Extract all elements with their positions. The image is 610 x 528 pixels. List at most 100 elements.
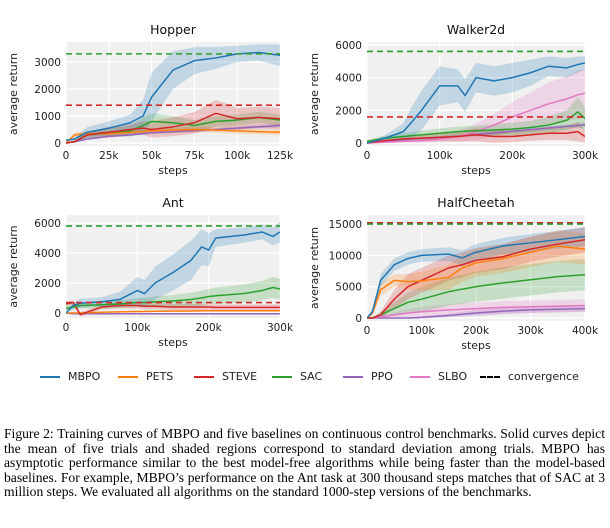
y-tick-label: 4000 <box>335 73 362 85</box>
x-tick-label: 200k <box>196 322 223 334</box>
legend-label: PETS <box>146 370 174 383</box>
legend-swatch <box>410 375 430 378</box>
legend: MBPO PETS STEVE SAC PPO SLBO convergence <box>0 370 610 388</box>
x-tick-label: 200k <box>463 325 490 337</box>
chart-title: Hopper <box>150 22 197 37</box>
x-axis-label: steps <box>461 339 491 352</box>
y-tick-label: 3000 <box>34 57 61 69</box>
legend-item-mbpo: MBPO <box>40 370 100 383</box>
legend-item-convergence: convergence <box>480 370 579 383</box>
line-ppo <box>66 124 280 144</box>
legend-swatch <box>480 375 500 378</box>
x-tick-label: 300k <box>572 150 599 162</box>
x-tick-label: 125k <box>267 150 294 162</box>
line-sac <box>66 286 280 310</box>
x-tick-label: 300k <box>267 322 294 334</box>
y-tick-label: 2000 <box>335 105 362 117</box>
band-mbpo <box>367 227 585 318</box>
x-tick-label: 75k <box>185 150 205 162</box>
legend-item-pets: PETS <box>118 370 173 383</box>
y-tick-label: 1000 <box>34 111 61 123</box>
line-ppo <box>66 312 280 315</box>
y-tick-label: 10000 <box>329 250 362 262</box>
line-pets <box>66 310 280 314</box>
y-tick-label: 6000 <box>34 218 61 230</box>
y-tick-label: 0 <box>54 308 61 320</box>
legend-label: PPO <box>371 370 393 383</box>
x-tick-label: 25k <box>99 150 119 162</box>
legend-swatch <box>118 375 138 378</box>
y-tick-label: 5000 <box>335 282 362 294</box>
legend-label: convergence <box>508 370 579 383</box>
line-steve <box>66 301 280 316</box>
x-tick-label: 0 <box>364 150 371 162</box>
band-sac <box>367 97 585 144</box>
legend-swatch <box>272 375 292 378</box>
x-tick-label: 300k <box>517 325 544 337</box>
line-pets <box>66 128 280 144</box>
line-steve <box>66 112 280 144</box>
x-tick-label: 0 <box>364 325 371 337</box>
y-tick-label: 2000 <box>34 278 61 290</box>
legend-label: SAC <box>300 370 323 383</box>
x-axis-label: steps <box>461 164 491 177</box>
legend-swatch <box>343 375 363 378</box>
x-tick-label: 400k <box>572 325 599 337</box>
y-axis-label: average return <box>308 227 321 309</box>
line-steve <box>367 238 585 319</box>
line-mbpo <box>367 235 585 319</box>
y-tick-label: 2000 <box>34 84 61 96</box>
legend-swatch <box>40 375 60 378</box>
legend-label: STEVE <box>222 370 258 383</box>
chart-hopper: 0 25k 50k 75k 100k 125k 0 1000 2000 3000 Hopper ste… <box>7 22 294 177</box>
x-tick-label: 100k <box>124 322 151 334</box>
chart-halfcheetah: 0 100k 200k 300k 400k 0 5000 10000 15000 HalfChee… <box>308 195 599 352</box>
x-tick-label: 100k <box>408 325 435 337</box>
y-axis-label: average return <box>308 53 321 135</box>
y-tick-label: 0 <box>355 313 362 325</box>
band-slbo <box>367 68 585 144</box>
legend-label: MBPO <box>68 370 101 383</box>
chart-title: Ant <box>162 195 183 210</box>
band-mbpo <box>367 56 585 144</box>
line-pets <box>367 245 585 319</box>
y-tick-label: 6000 <box>335 40 362 52</box>
x-tick-label: 100k <box>427 150 454 162</box>
y-axis-label: average return <box>7 225 20 307</box>
line-steve <box>367 130 585 144</box>
figure-caption: Figure 2: Training curves of MBPO and fi… <box>4 426 605 500</box>
y-tick-label: 0 <box>54 138 61 150</box>
y-axis-label: average return <box>7 53 20 135</box>
y-tick-label: 15000 <box>329 219 362 231</box>
line-sac <box>367 111 585 143</box>
figure-panels: 0 25k 50k 75k 100k 125k 0 1000 2000 3000 Hopper ste… <box>7 22 599 352</box>
x-tick-label: 50k <box>142 150 162 162</box>
chart-walker2d: 0 100k 200k 300k 0 2000 4000 6000 Walker2d steps a… <box>308 22 599 177</box>
band-ppo <box>367 305 585 319</box>
legend-swatch <box>194 375 214 378</box>
line-ppo <box>367 307 585 319</box>
y-tick-label: 0 <box>355 138 362 150</box>
band-steve <box>367 227 585 318</box>
plot-background <box>66 42 280 146</box>
line-slbo <box>367 92 585 144</box>
legend-item-ppo: PPO <box>343 370 393 383</box>
legend-label: SLBO <box>438 370 468 383</box>
legend-item-steve: STEVE <box>194 370 257 383</box>
line-mbpo <box>66 231 280 314</box>
x-tick-label: 100k <box>224 150 251 162</box>
x-tick-label: 200k <box>499 150 526 162</box>
chart-ant: 0 100k 200k 300k 0 2000 4000 6000 Ant steps averag… <box>7 195 294 349</box>
legend-item-sac: SAC <box>272 370 322 383</box>
legend-item-slbo: SLBO <box>410 370 467 383</box>
x-tick-label: 0 <box>63 322 70 334</box>
line-mbpo <box>367 62 585 144</box>
x-axis-label: steps <box>158 164 188 177</box>
chart-title: Walker2d <box>447 22 505 37</box>
band-sac <box>367 259 585 318</box>
x-axis-label: steps <box>158 336 188 349</box>
x-tick-label: 0 <box>63 150 70 162</box>
y-tick-label: 4000 <box>34 248 61 260</box>
chart-title: HalfCheetah <box>437 195 514 210</box>
line-slbo <box>367 304 585 319</box>
